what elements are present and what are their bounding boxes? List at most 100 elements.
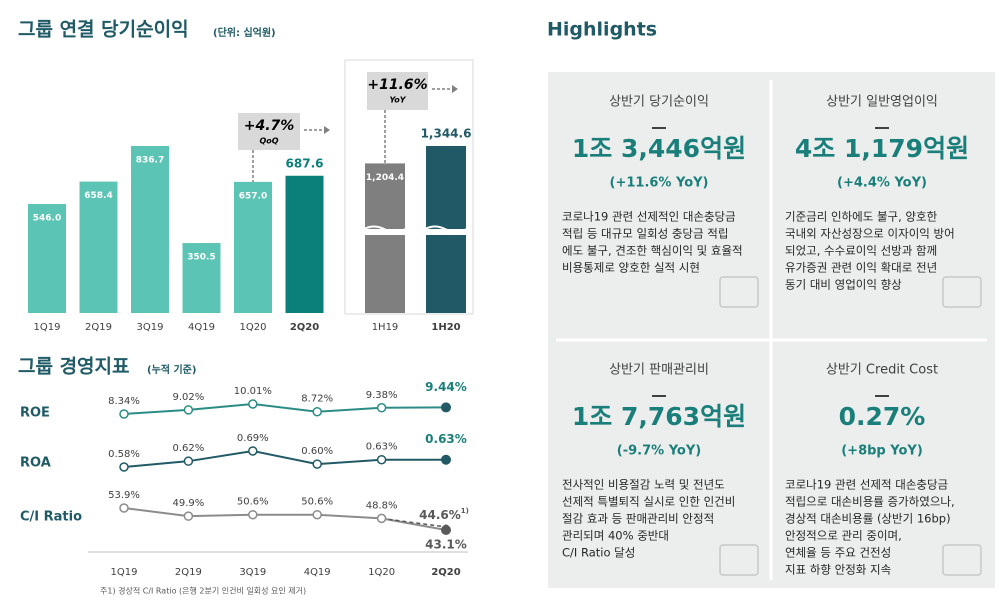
annotation-box	[238, 113, 300, 150]
card-value: 0.27%	[839, 402, 926, 431]
bar	[285, 175, 324, 313]
x-tick-label: 1Q19	[111, 567, 138, 578]
series-point	[248, 509, 258, 520]
value-label: 8.72%	[301, 394, 333, 405]
annotation-text: +4.7%	[244, 118, 295, 134]
series-name: C/I Ratio	[20, 510, 82, 525]
series-line	[123, 507, 447, 531]
card-body: 기준금리 인하에도 불구, 양호한	[785, 210, 938, 224]
card-change: (-9.7% YoY)	[617, 444, 701, 459]
series-line	[123, 449, 446, 468]
series-point	[119, 503, 129, 513]
card-change: (+4.4% YoY)	[837, 176, 927, 191]
x-tick-label: 1H20	[431, 322, 460, 333]
series-point	[441, 525, 451, 535]
panel-frame	[344, 59, 474, 315]
value-label: 53.9%	[108, 490, 140, 501]
value-label: 10.01%	[234, 386, 272, 397]
annotation-text: +11.6%	[367, 77, 427, 93]
bar	[182, 243, 221, 313]
series-point	[376, 513, 387, 524]
value-label: 50.6%	[301, 497, 333, 508]
card-value: 1조 7,763억원	[572, 402, 746, 431]
series-point	[312, 459, 322, 469]
card-body: 전사적인 비용절감 노력 및 전년도	[562, 478, 725, 492]
x-tick-label: 2Q19	[175, 567, 202, 578]
value-label: 0.69%	[237, 433, 269, 444]
x-tick-label: 1H19	[372, 322, 399, 333]
card-body: 되었고, 수수료이익 선방과 함께	[785, 244, 937, 258]
value-label: 43.1%	[425, 538, 467, 552]
adjusted-label: 44.6%1)	[419, 507, 469, 522]
series-point	[376, 403, 387, 413]
card-value: 4조 1,179억원	[795, 134, 969, 163]
value-label: 546.0	[33, 214, 61, 224]
x-tick-label: 3Q19	[137, 322, 164, 333]
series-point	[119, 409, 129, 419]
x-tick-label: 2Q20	[290, 322, 319, 333]
value-label: 9.44%	[425, 380, 467, 394]
x-tick-label: 1Q20	[240, 322, 267, 333]
value-label: 658.4	[84, 191, 112, 201]
card-body: 국내외 자산성장으로 이자이익 방어	[785, 227, 955, 241]
series-point	[183, 456, 194, 466]
value-label: 687.6	[286, 156, 324, 170]
chart-subtitle: (단위: 십억원)	[213, 26, 276, 39]
highlights-title: Highlights	[547, 19, 657, 41]
value-label: 48.8%	[366, 500, 398, 511]
value-label: 0.58%	[108, 449, 140, 460]
card-value: 1조 3,446억원	[572, 134, 746, 163]
card-body: 관리되며 40% 중반대	[562, 529, 669, 543]
x-tick-label: 4Q19	[304, 567, 331, 578]
card-body: 에도 불구, 견조한 핵심이익 및 효율적	[562, 244, 743, 258]
bar	[131, 146, 169, 313]
card-body: 경상적 대손비용률 (상반기 16bp)	[785, 512, 951, 526]
annotation-subtext: YoY	[389, 96, 406, 105]
series-point	[183, 511, 194, 521]
series-point	[441, 454, 451, 465]
value-label: 0.63%	[366, 442, 398, 453]
card-body: 지표 하향 안정화 지속	[785, 563, 891, 577]
card-body: 동기 대비 영업이익 향상	[785, 278, 902, 292]
series-point	[183, 405, 194, 415]
axis-break-gap	[364, 229, 406, 235]
series-point	[119, 462, 129, 472]
series-name: ROE	[20, 406, 50, 421]
card-body: 절감 효과 등 판매관리비 안정적	[562, 512, 714, 526]
card-body: 코로나19 관련 선제적인 대손충당금	[562, 210, 736, 224]
series-point	[248, 446, 258, 456]
card-icon	[719, 276, 759, 308]
axis-break	[424, 225, 468, 233]
annotation-arrowhead	[452, 85, 458, 93]
annotation-subtext: QoQ	[259, 137, 278, 146]
series-point	[441, 402, 451, 413]
value-label: 657.0	[239, 191, 267, 201]
card-body: 연체율 등 주요 건전성	[785, 546, 891, 560]
card-change: (+8bp YoY)	[841, 444, 923, 459]
value-label: 0.63%	[425, 432, 467, 446]
card-icon	[942, 276, 982, 308]
series-line	[123, 402, 447, 415]
value-label: 836.7	[136, 156, 164, 166]
axis-break-gap	[425, 229, 467, 235]
x-tick-label: 3Q19	[239, 567, 266, 578]
card-icon	[719, 544, 759, 576]
value-label: 8.34%	[108, 396, 140, 407]
x-tick-label: 1Q19	[34, 322, 61, 333]
footnote: 주1) 경상적 C/I Ratio (은행 2분기 인건비 일회성 요인 제거)	[100, 586, 306, 596]
card-body: 적립으로 대손비용률 증가하였으나,	[785, 495, 955, 509]
adjusted-label-value: 44.6%	[419, 507, 461, 521]
bar	[365, 163, 405, 313]
chart-title: 그룹 경영지표	[18, 356, 130, 378]
axis-break	[363, 225, 407, 233]
card-title: 상반기 Credit Cost	[826, 363, 938, 378]
series-point	[248, 399, 258, 409]
x-tick-label: 2Q19	[85, 322, 112, 333]
value-label: 1,204.4	[366, 173, 404, 183]
series-point	[312, 509, 322, 520]
card-title: 상반기 일반영업이익	[826, 95, 938, 110]
card-body: 적립 등 대규모 일회성 충당금 적립	[562, 227, 728, 241]
series-point	[376, 454, 387, 465]
